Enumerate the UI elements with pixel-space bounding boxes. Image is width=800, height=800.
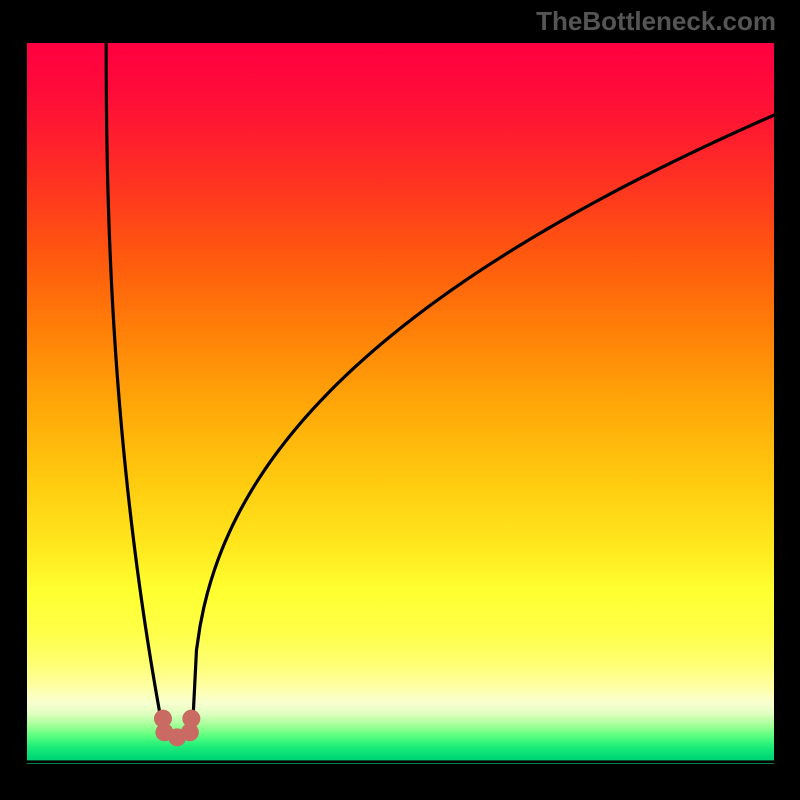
dip-marker [182, 710, 200, 728]
gradient-background [27, 43, 774, 764]
watermark-text: TheBottleneck.com [536, 6, 776, 37]
bottleneck-chart [0, 0, 800, 800]
